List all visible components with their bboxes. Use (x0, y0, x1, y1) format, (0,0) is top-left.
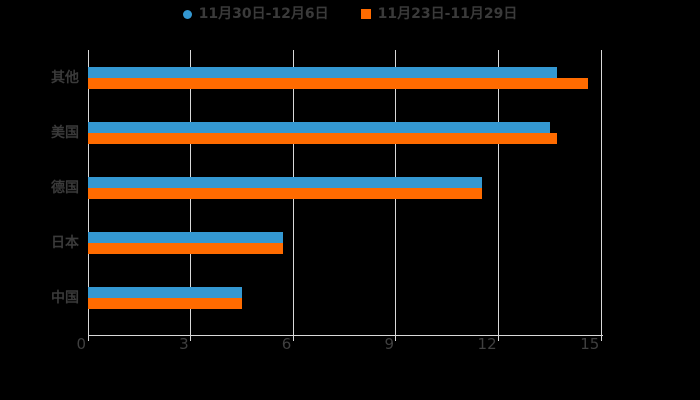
bar-s0-c2 (88, 176, 482, 188)
category-label-3: 日本 (51, 234, 79, 251)
category-label-1: 美国 (51, 124, 79, 141)
x-tick-label-9: 9 (384, 335, 394, 353)
x-tick-label-15: 15 (580, 335, 600, 353)
category-label-2: 德国 (51, 179, 79, 196)
legend: 11月30日-12月6日 11月23日-11月29日 (0, 7, 700, 21)
bar-s0-c4 (88, 286, 242, 298)
x-axis-tick-6 (292, 335, 294, 341)
bar-s0-c0 (88, 67, 557, 78)
bar-s1-c4 (88, 297, 242, 309)
x-axis-line (87, 335, 603, 336)
x-tick-label-0: 0 (76, 335, 86, 353)
x-axis-tick-3 (190, 335, 192, 341)
x-tick-label-3: 3 (179, 335, 189, 353)
x-axis-tick-15 (600, 335, 602, 341)
gridline-15 (600, 50, 602, 335)
x-axis-tick-0 (87, 335, 89, 341)
bar-s0-c1 (88, 121, 550, 133)
x-tick-label-6: 6 (281, 335, 292, 353)
bar-s1-c1 (88, 132, 557, 144)
x-tick-label-12: 12 (477, 335, 497, 353)
legend-label-series1: 11月30日-12月6日 (198, 6, 329, 22)
legend-item-week-nov30-dec6[interactable]: 11月30日-12月6日 (182, 6, 329, 22)
bar-s1-c3 (88, 242, 284, 254)
gridline-12 (498, 50, 500, 335)
bar-s1-c2 (88, 187, 482, 199)
x-axis-tick-9 (395, 335, 397, 341)
bar-s1-c0 (88, 78, 588, 89)
legend-label-series2: 11月23日-11月29日 (377, 6, 518, 22)
category-label-4: 中国 (51, 289, 79, 306)
series2-square-marker-icon (360, 9, 371, 19)
x-axis-tick-12 (498, 335, 500, 341)
legend-item-week-nov23-nov29[interactable]: 11月23日-11月29日 (360, 6, 518, 22)
series1-circle-marker-icon (182, 9, 192, 19)
bar-s0-c3 (88, 231, 284, 243)
category-label-0: 其他 (51, 70, 79, 86)
